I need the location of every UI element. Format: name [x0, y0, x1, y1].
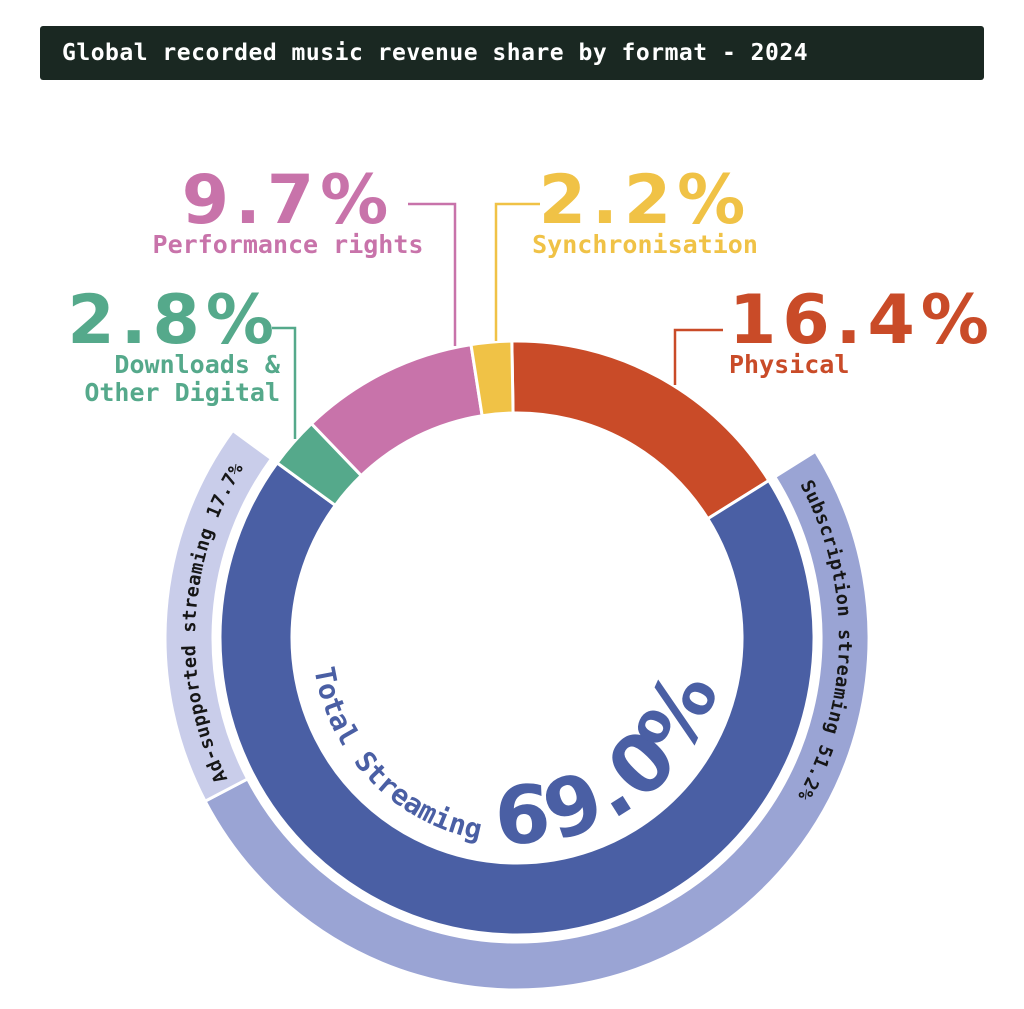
callout-physical: 16.4% Physical: [729, 287, 1024, 379]
segment-ad-supported-streaming: [163, 428, 274, 804]
segment-synchronisation: [469, 339, 515, 418]
leader-line-synchronisation: [494, 202, 540, 341]
callout-label: Performance rights: [152, 230, 424, 259]
callout-label-line-2: Other Digital: [84, 378, 280, 407]
callout-label: Physical: [729, 350, 850, 379]
callout-value: 2.2%: [538, 161, 752, 240]
chart-title: Global recorded music revenue share by f…: [62, 40, 809, 66]
title-bar: Global recorded music revenue share by f…: [40, 26, 984, 80]
leader-line-physical: [673, 328, 723, 385]
leader-line-downloads-other-digital: [272, 326, 297, 439]
callout-label: Synchronisation: [532, 230, 758, 259]
callout-synchronisation: 2.2% Synchronisation: [425, 167, 865, 259]
callout-value: 16.4%: [729, 281, 995, 360]
segment-subscription-streaming: [203, 449, 871, 992]
callout-label-line-1: Downloads &: [114, 350, 280, 379]
callout-downloads-other-digital: 2.8% Downloads & Other Digital: [0, 287, 280, 407]
leader-line-performance-rights: [408, 202, 457, 346]
callout-value: 9.7%: [181, 161, 395, 240]
callout-performance-rights: 9.7% Performance rights: [68, 167, 508, 259]
callout-label: Downloads & Other Digital: [0, 351, 280, 407]
callout-value: 2.8%: [67, 281, 280, 360]
segment-total-streaming: [218, 460, 816, 937]
